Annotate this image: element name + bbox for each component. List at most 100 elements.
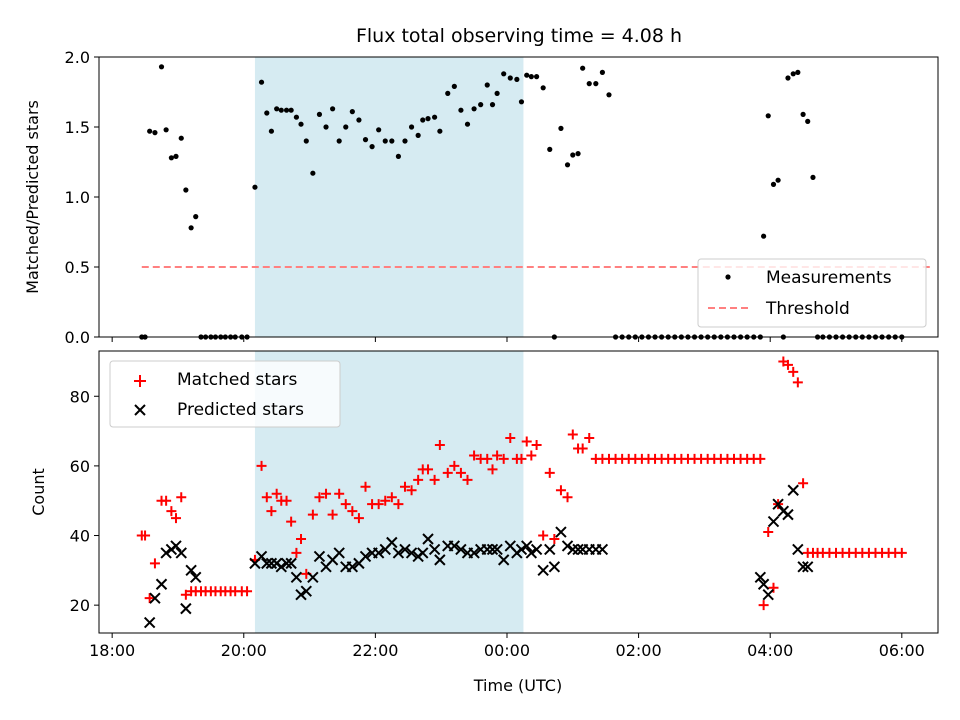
measurements-point — [402, 138, 408, 144]
legend-predicted-marker — [134, 404, 146, 416]
matched-stars-point — [144, 593, 155, 604]
matched-stars-point — [434, 440, 445, 450]
measurements-point — [570, 152, 576, 158]
y-tick-label: 2.0 — [65, 48, 90, 67]
matched-stars-point — [386, 492, 397, 503]
measurements-point — [395, 153, 402, 159]
measurements-point — [188, 225, 194, 231]
predicted-stars-point — [455, 543, 467, 556]
matched-stars-point — [469, 450, 480, 461]
matched-stars-point — [498, 453, 509, 464]
measurements-point — [606, 92, 612, 98]
measurements-point — [765, 113, 771, 119]
measurements-point — [252, 184, 258, 190]
measurements-point — [316, 111, 323, 117]
measurements-point — [349, 109, 355, 115]
predicted-stars-point — [548, 561, 561, 573]
measurements-point — [795, 69, 801, 75]
matched-stars-point — [755, 453, 766, 464]
matched-stars-point — [555, 485, 566, 496]
measurements-point — [790, 71, 796, 77]
matched-stars-point — [347, 506, 358, 517]
predicted-stars-point — [468, 547, 480, 559]
matched-stars-point — [166, 506, 177, 517]
predicted-stars-point — [762, 588, 774, 601]
y-tick-label: 0.0 — [65, 328, 90, 347]
measurements-point — [800, 111, 806, 117]
measurements-point — [564, 162, 571, 168]
predicted-stars-point — [143, 616, 156, 629]
predicted-stars-point — [149, 592, 161, 604]
matched-stars-point — [782, 359, 793, 370]
matched-stars-point — [393, 499, 404, 510]
matched-stars-point — [307, 509, 318, 520]
measurements-point — [264, 110, 270, 116]
matched-stars-point — [792, 377, 803, 388]
predicted-stars-point — [313, 550, 326, 563]
matched-stars-point — [399, 481, 410, 492]
y-tick-label: 1.0 — [65, 188, 90, 207]
matched-stars-point — [271, 488, 282, 499]
measurements-point — [178, 135, 184, 141]
predicted-stars-point — [792, 543, 804, 556]
measurements-point — [547, 146, 553, 152]
bottom-ylabel: Count — [29, 468, 48, 516]
measurements-point — [343, 124, 349, 130]
measurements-point — [415, 132, 421, 138]
predicted-stars-point — [544, 543, 556, 556]
matched-stars-point — [413, 474, 424, 485]
matched-stars-point — [340, 499, 351, 510]
bottom-legend-box — [109, 360, 341, 428]
matched-stars-point — [296, 534, 307, 544]
bottom-panel: 18:00 20:00 22:00 00:00 02:00 04:00 06:00 20 40 6… — [29, 350, 939, 660]
matched-stars-point — [140, 530, 151, 541]
legend-matched-label: Matched stars — [177, 370, 297, 390]
predicted-stars-point — [290, 571, 303, 584]
x-tick-label: 04:00 — [747, 641, 793, 660]
predicted-stars-point — [386, 536, 398, 549]
predicted-stars-point — [802, 561, 814, 573]
matched-stars-point — [763, 527, 774, 538]
measurements-point — [283, 107, 290, 113]
x-tick-label: 20:00 — [221, 641, 267, 660]
shaded-interval-top — [254, 57, 524, 337]
measurements-point — [575, 151, 581, 157]
measurements-point — [274, 106, 280, 112]
predicted-stars-point — [155, 578, 168, 590]
matched-stars-point — [321, 488, 332, 499]
bottom-panel-ticks: 18:00 20:00 22:00 00:00 02:00 04:00 06:00 20 40 6… — [70, 387, 925, 660]
top-panel-frame — [98, 56, 939, 338]
predicted-stars-point — [486, 543, 499, 556]
y-tick-label: 60 — [70, 457, 90, 476]
legend-measurements-marker — [725, 274, 731, 280]
matched-stars-point — [161, 495, 172, 506]
matched-stars-point — [170, 513, 181, 524]
predicted-stars-point — [422, 533, 434, 545]
matched-stars-point — [492, 450, 503, 461]
predicted-stars-point — [537, 564, 549, 577]
measurements-point — [356, 117, 362, 123]
matched-stars-point — [562, 492, 573, 503]
measurements-point — [183, 187, 189, 193]
predicted-stars-point — [525, 547, 538, 559]
measurements-point — [173, 153, 179, 159]
measurements-point — [437, 128, 443, 134]
measurements-point — [420, 117, 426, 123]
matched-stars-point — [353, 513, 364, 524]
predicted-stars-point — [555, 526, 567, 538]
predicted-stars-point — [295, 588, 307, 601]
matched-stars-point — [327, 509, 338, 520]
measurements-point — [278, 107, 284, 113]
matched-stars-point — [360, 481, 371, 492]
matched-stars-point — [429, 474, 440, 485]
measurements-point — [362, 137, 369, 143]
top-panel: 0.00.51.01.52.0 Matched/Predicted stars … — [23, 48, 939, 347]
measurements-point — [382, 138, 388, 144]
predicted-stars-point — [596, 543, 609, 556]
matched-stars-point — [149, 558, 160, 569]
predicted-stars-point — [372, 547, 385, 559]
matched-stars-point — [544, 467, 555, 478]
matched-stars-point — [334, 488, 345, 499]
y-tick-label: 40 — [70, 527, 90, 546]
matched-stars-point — [281, 495, 292, 506]
